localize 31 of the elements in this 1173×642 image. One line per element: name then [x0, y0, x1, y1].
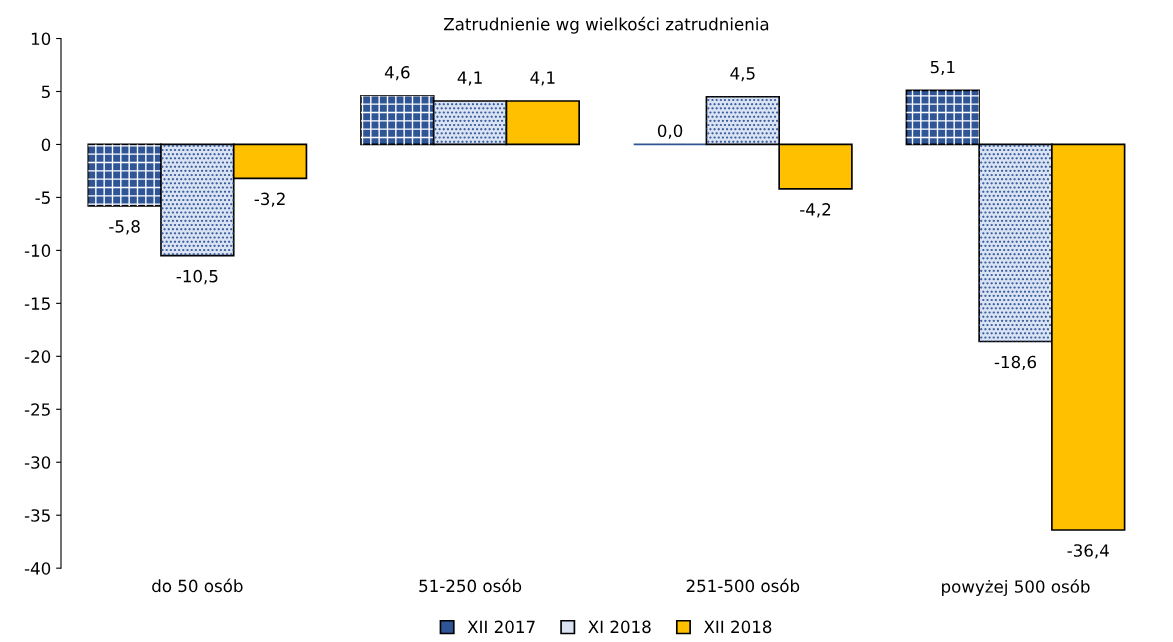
data-label: -3,2	[254, 192, 285, 207]
y-tick-label: -25	[24, 403, 50, 416]
data-label: 4,5	[730, 67, 755, 82]
y-tick-label: -10	[24, 244, 51, 257]
data-label: -36,4	[1067, 544, 1109, 559]
y-tick-label: 0	[41, 138, 51, 152]
data-label: 4,1	[457, 71, 482, 86]
y-tick-label: -40	[24, 562, 51, 575]
data-label: 0,0	[657, 124, 683, 139]
y-tick-label: 10	[31, 32, 51, 46]
x-tick-label: 51-250 osób	[419, 578, 522, 593]
y-tick-label: -20	[24, 350, 51, 363]
chart-title: Zatrudnienie wg wielkości zatrudnienia	[444, 16, 769, 34]
x-tick-label: powyżej 500 osób	[942, 579, 1090, 597]
data-label: -5,8	[109, 220, 140, 235]
data-label: 4,6	[384, 66, 410, 81]
y-tick-label: -30	[24, 456, 51, 469]
data-label: 5,1	[930, 60, 955, 76]
data-label: -4,2	[800, 203, 831, 218]
x-tick-label: do 50 osób	[152, 578, 243, 593]
y-tick-label: -5	[35, 191, 50, 204]
y-tick-label: 5	[41, 85, 50, 99]
data-label: 4,1	[530, 71, 555, 86]
legend-label: XII 2018	[703, 620, 772, 634]
legend-label: XI 2018	[588, 620, 651, 634]
data-label: -18,6	[994, 355, 1037, 370]
legend-label: XII 2017	[467, 620, 535, 634]
data-label: -10,5	[176, 269, 218, 285]
y-tick-label: -35	[24, 509, 50, 522]
x-tick-label: 251-500 osób	[686, 578, 800, 593]
y-tick-label: -15	[24, 297, 50, 310]
